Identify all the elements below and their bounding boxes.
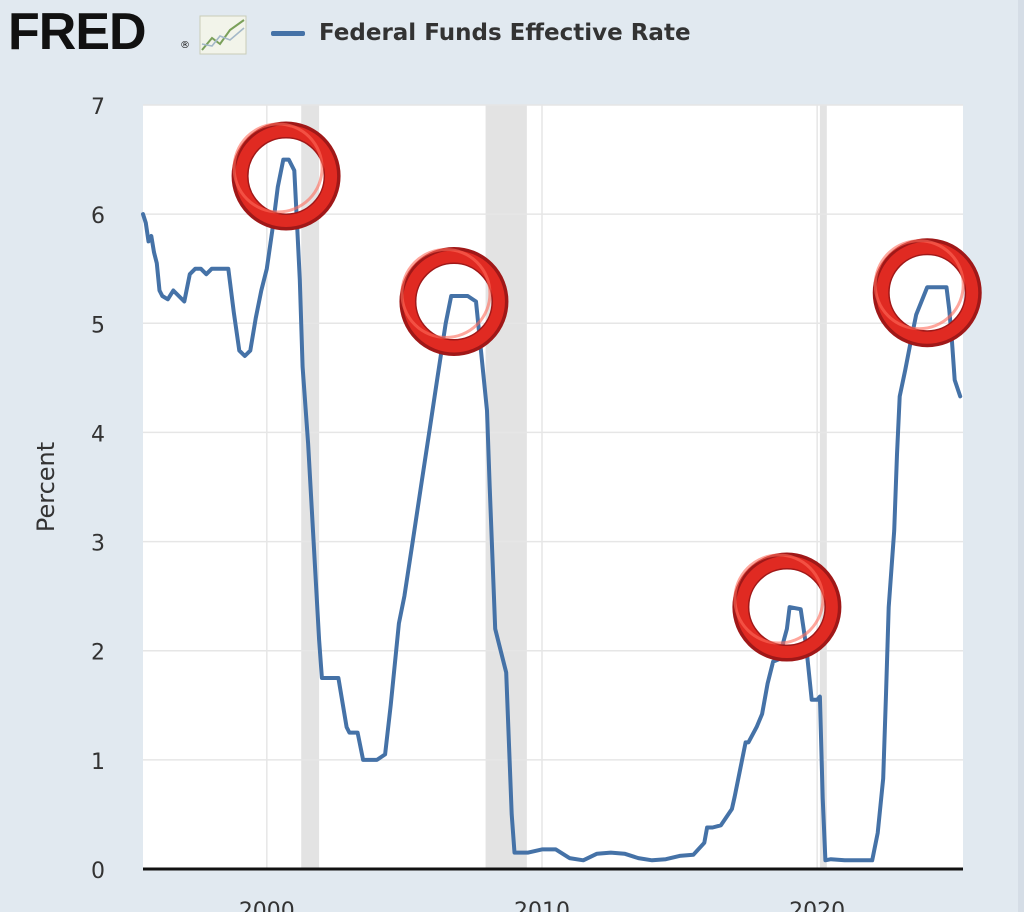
- y-axis-label: Percent: [32, 442, 60, 532]
- scrollbar[interactable]: [1018, 0, 1024, 912]
- fred-logo[interactable]: FRED: [8, 3, 147, 61]
- legend-swatch: [271, 31, 305, 36]
- y-tick-label-3: 3: [91, 532, 105, 557]
- chart-header: FRED ® Federal Funds Effective Rate: [0, 0, 1024, 70]
- x-tick-label-2010: 2010: [514, 899, 570, 912]
- recession-band-recession-2008: [485, 105, 527, 869]
- highlight-circle-peak-2019: [732, 552, 842, 662]
- y-tick-label-4: 4: [91, 422, 105, 447]
- y-tick-label-5: 5: [91, 313, 105, 338]
- series-line-federal-funds-rate[interactable]: [141, 157, 963, 863]
- highlight-circle-peak-2000: [231, 121, 341, 231]
- y-tick-label-7: 7: [91, 95, 105, 120]
- y-tick-label-6: 6: [91, 204, 105, 229]
- highlight-circle-peak-2006: [399, 246, 509, 356]
- trend-chart-icon: [199, 15, 247, 55]
- x-tick-label-2000: 2000: [239, 899, 295, 912]
- highlight-circle-peak-2024: [872, 238, 982, 348]
- y-tick-label-1: 1: [91, 750, 105, 775]
- x-tick-label-2020: 2020: [789, 899, 845, 912]
- y-tick-label-0: 0: [91, 859, 105, 884]
- recession-band-recession-2020: [819, 105, 827, 869]
- registered-mark: ®: [180, 40, 190, 51]
- y-tick-label-2: 2: [91, 641, 105, 666]
- legend-label: Federal Funds Effective Rate: [319, 20, 691, 46]
